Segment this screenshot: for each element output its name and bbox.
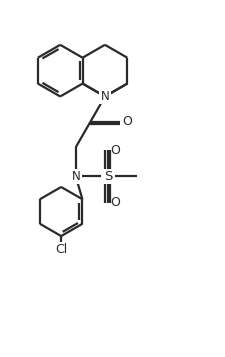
Text: O: O [121, 115, 131, 129]
Text: Cl: Cl [55, 243, 67, 256]
Text: O: O [110, 144, 119, 157]
Text: N: N [71, 170, 80, 183]
Text: O: O [110, 196, 119, 209]
Text: S: S [103, 170, 112, 183]
Text: N: N [100, 90, 109, 103]
Text: N: N [100, 90, 109, 103]
